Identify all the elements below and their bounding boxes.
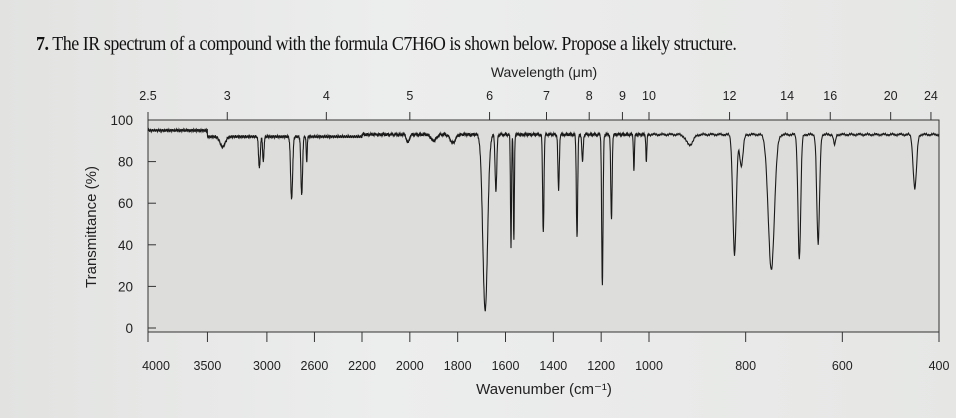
x-tick-label: 3000 xyxy=(253,359,281,373)
x-axis-label: Wavenumber (cm⁻¹) xyxy=(476,381,612,398)
x-tick-label: 600 xyxy=(832,359,853,373)
x-tick-label: 2600 xyxy=(301,359,329,373)
y-tick-label: 60 xyxy=(118,196,133,211)
top-tick-label: 5 xyxy=(406,89,413,103)
top-tick-label: 6 xyxy=(486,89,493,103)
top-tick-label: 16 xyxy=(823,89,837,103)
x-tick-label: 2200 xyxy=(348,359,376,373)
y-tick-label: 100 xyxy=(110,113,133,128)
top-tick-label: 8 xyxy=(586,89,593,103)
top-tick-label: 2.5 xyxy=(139,89,156,103)
y-tick-label: 40 xyxy=(118,238,133,253)
x-tick-label: 3500 xyxy=(194,359,222,373)
y-axis-label: Transmittance (%) xyxy=(83,166,100,288)
question-body: The IR spectrum of a compound with the f… xyxy=(52,34,737,55)
x-tick-label: 1600 xyxy=(492,359,520,373)
y-tick-label: 80 xyxy=(118,155,133,170)
spectrum-line xyxy=(147,127,940,312)
x-tick-label: 1800 xyxy=(444,359,472,373)
x-tick-label: 400 xyxy=(929,359,950,373)
top-tick-label: 7 xyxy=(543,89,550,103)
top-tick-label: 3 xyxy=(224,89,231,103)
top-tick-label: 14 xyxy=(780,89,794,103)
x-tick-label: 800 xyxy=(735,359,756,373)
y-tick-label: 20 xyxy=(118,279,133,294)
y-tick-label: 0 xyxy=(125,321,133,336)
top-axis-label: Wavelength (μm) xyxy=(491,64,597,80)
top-tick-label: 10 xyxy=(642,89,656,103)
top-tick-label: 20 xyxy=(884,89,898,103)
x-tick-label: 4000 xyxy=(142,359,170,373)
top-tick-label: 4 xyxy=(323,89,330,103)
question-text: 7. The IR spectrum of a compound with th… xyxy=(36,34,737,56)
question-number: 7. xyxy=(36,34,49,55)
x-tick-label: 1400 xyxy=(539,359,567,373)
x-tick-label: 2000 xyxy=(396,359,424,373)
top-tick-label: 12 xyxy=(723,89,737,103)
top-tick-label: 24 xyxy=(924,89,938,103)
x-tick-label: 1000 xyxy=(635,359,663,373)
x-tick-label: 1200 xyxy=(587,359,615,373)
top-tick-label: 9 xyxy=(619,89,626,103)
